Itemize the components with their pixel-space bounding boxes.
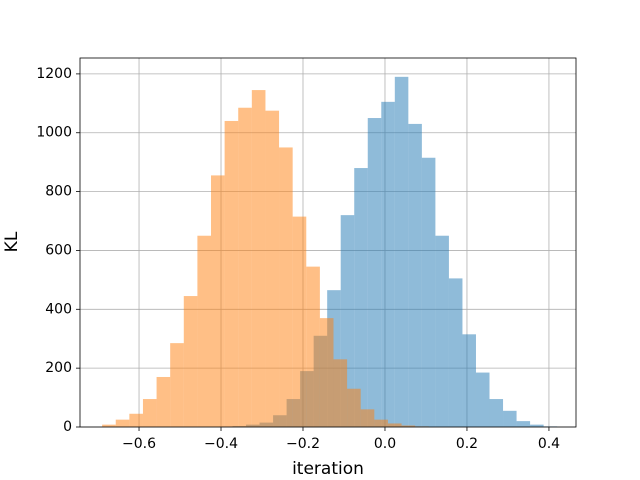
- bar: [347, 388, 361, 427]
- bar: [211, 175, 225, 427]
- bar: [367, 118, 382, 427]
- bar: [421, 157, 436, 427]
- bar: [102, 424, 116, 427]
- bar: [265, 110, 280, 428]
- bar: [306, 266, 320, 427]
- bar: [401, 425, 416, 427]
- bar: [197, 235, 212, 427]
- bar: [408, 123, 422, 427]
- bar: [374, 419, 388, 427]
- bar: [516, 421, 531, 427]
- x-tick-label: 0.0: [374, 436, 396, 452]
- bar: [387, 423, 402, 427]
- bar: [475, 372, 490, 427]
- bar: [142, 399, 157, 427]
- bar: [333, 359, 348, 427]
- x-tick-label: 0.2: [456, 436, 478, 452]
- x-tick-label: −0.6: [122, 436, 156, 452]
- bar: [279, 147, 293, 428]
- bar: [156, 376, 171, 427]
- bar: [503, 410, 517, 427]
- bar: [129, 413, 143, 427]
- y-tick-label: 400: [45, 301, 72, 317]
- bar: [319, 318, 334, 427]
- y-tick-label: 1000: [36, 125, 72, 141]
- y-tick-label: 600: [45, 242, 72, 258]
- y-axis-label: KL: [2, 231, 22, 252]
- bar: [354, 168, 368, 428]
- bar: [489, 399, 504, 427]
- bar: [381, 101, 395, 428]
- bar: [115, 419, 130, 427]
- bar: [462, 334, 476, 427]
- bar: [170, 343, 184, 427]
- bar: [435, 235, 449, 427]
- y-tick-label: 1200: [36, 66, 72, 82]
- y-tick-label: 0: [63, 419, 72, 435]
- bar: [530, 424, 544, 427]
- x-tick-label: −0.2: [286, 436, 320, 452]
- x-tick-label: 0.4: [538, 436, 560, 452]
- bar: [238, 107, 252, 427]
- bar: [448, 278, 463, 427]
- bar: [292, 216, 307, 427]
- bar: [183, 296, 198, 427]
- bar: [360, 409, 375, 427]
- x-tick-label: −0.4: [204, 436, 238, 452]
- plot-frame: [79, 57, 577, 428]
- y-tick-label: 800: [45, 184, 72, 200]
- bar: [394, 76, 409, 428]
- x-axis-label: iteration: [292, 459, 364, 479]
- bar: [224, 120, 239, 428]
- bar: [251, 90, 266, 428]
- y-tick-label: 200: [45, 360, 72, 376]
